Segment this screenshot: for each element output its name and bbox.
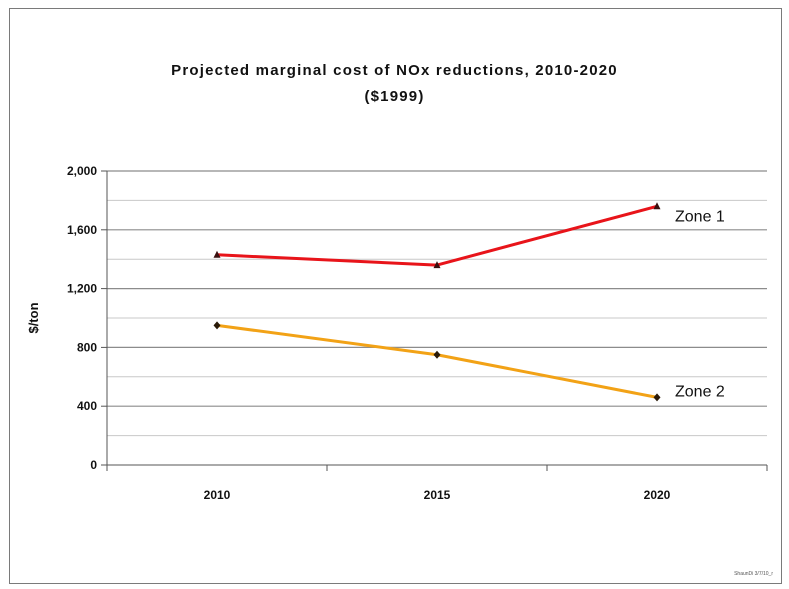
chart-subtitle: ($1999) xyxy=(364,88,425,105)
x-tick-label: 2015 xyxy=(424,488,451,502)
y-tick-label: 400 xyxy=(77,399,97,413)
data-point-marker xyxy=(653,202,661,210)
series-line xyxy=(216,204,658,267)
data-point-marker xyxy=(213,250,221,258)
data-point-marker xyxy=(433,350,441,359)
y-tick-label: 1,200 xyxy=(67,282,97,296)
series-label: Zone 1 xyxy=(675,208,725,225)
data-point-marker xyxy=(213,321,221,330)
series-line xyxy=(216,323,658,399)
y-tick-label: 2,000 xyxy=(67,164,97,178)
data-point-marker xyxy=(653,393,661,402)
x-tick-label: 2010 xyxy=(204,488,231,502)
y-tick-label: 800 xyxy=(77,340,97,354)
chart-frame xyxy=(9,8,782,584)
footer-note: ShaunDi 3/7/10_r xyxy=(734,571,773,577)
x-tick-label: 2020 xyxy=(644,488,671,502)
data-point-marker xyxy=(433,261,441,269)
y-tick-label: 1,600 xyxy=(67,223,97,237)
y-tick-label: 0 xyxy=(90,458,97,472)
series-label: Zone 2 xyxy=(675,383,725,400)
y-axis-label: $/ton xyxy=(26,302,41,333)
chart-title: Projected marginal cost of NOx reduction… xyxy=(171,62,618,79)
